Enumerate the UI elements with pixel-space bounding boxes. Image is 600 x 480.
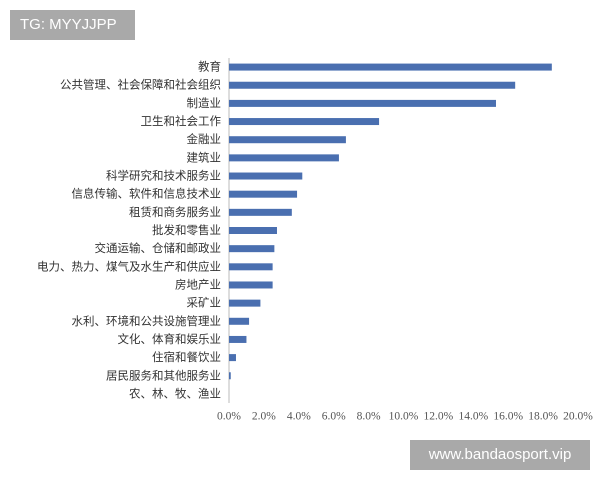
bar: [229, 81, 516, 89]
watermark-box: [10, 10, 135, 40]
y-tick-label: 居民服务和其他服务业: [106, 368, 221, 382]
bar: [229, 136, 346, 144]
y-tick-label: 教育: [198, 60, 221, 74]
y-tick-label: 租赁和商务服务业: [129, 205, 221, 219]
x-tick-label: 10.0%: [389, 411, 419, 423]
x-tick-label: 4.0%: [287, 411, 311, 423]
x-tick-label: 16.0%: [493, 411, 523, 423]
y-tick-label: 水利、环境和公共设施管理业: [72, 314, 222, 328]
bar: [229, 63, 552, 71]
y-tick-label: 金融业: [187, 132, 222, 146]
y-tick-label: 住宿和餐饮业: [152, 350, 221, 364]
y-tick-label: 科学研究和技术服务业: [106, 169, 221, 183]
y-tick-label: 交通运输、仓储和邮政业: [95, 241, 222, 255]
y-tick-label: 采矿业: [187, 296, 222, 310]
x-tick-label: 18.0%: [528, 411, 558, 423]
bar: [229, 299, 261, 307]
bar: [229, 99, 496, 107]
x-tick-label: 0.0%: [217, 411, 241, 423]
bar: [229, 227, 277, 234]
bar: [229, 208, 292, 216]
bar: [229, 354, 236, 362]
y-tick-label: 文化、体育和娱乐业: [118, 332, 222, 346]
y-tick-label: 批发和零售业: [152, 223, 221, 237]
y-tick-label: 农、林、牧、渔业: [129, 386, 221, 400]
bar: [229, 281, 273, 289]
x-tick-label: 14.0%: [458, 411, 488, 423]
bar: [229, 335, 247, 343]
y-tick-label: 卫生和社会工作: [141, 114, 222, 128]
x-tick-label: 20.0%: [563, 411, 593, 423]
bar: [229, 172, 303, 180]
y-tick-label: 公共管理、社会保障和社会组织: [60, 78, 221, 92]
watermark: www.bandaosport.vip: [428, 446, 572, 463]
x-tick-label: 6.0%: [322, 411, 346, 423]
y-tick-label: 建筑业: [187, 150, 222, 164]
x-tick-label: 2.0%: [252, 411, 276, 423]
y-tick-label: 信息传输、软件和信息技术业: [72, 187, 222, 201]
y-tick-label: 制造业: [187, 96, 222, 110]
x-tick-label: 12.0%: [424, 411, 454, 423]
bar: [229, 372, 231, 380]
bar: [229, 118, 380, 126]
bar: [229, 154, 339, 162]
bar: [229, 245, 275, 253]
watermark-box: [410, 440, 590, 470]
x-tick-label: 8.0%: [357, 411, 381, 423]
watermark: TG: MYYJJPP: [20, 16, 117, 33]
bar: [229, 190, 298, 198]
y-tick-label: 电力、热力、煤气及水生产和供应业: [37, 259, 221, 273]
bar: [229, 317, 250, 325]
bar: [229, 263, 273, 271]
y-tick-label: 房地产业: [175, 277, 221, 291]
